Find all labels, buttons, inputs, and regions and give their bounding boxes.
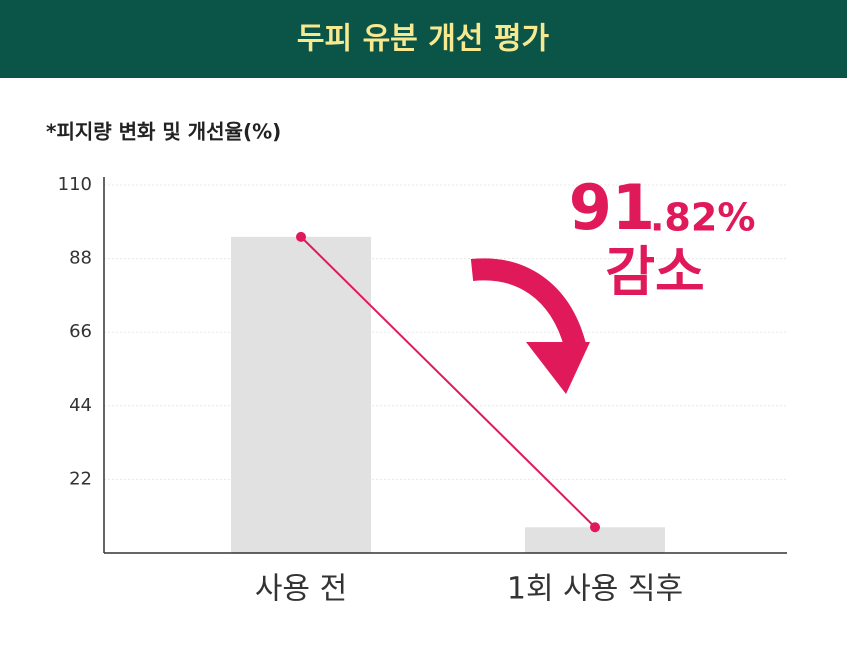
arrow-head <box>526 342 590 394</box>
trend-point <box>296 231 306 242</box>
x-tick-label: 사용 전 <box>255 572 347 607</box>
y-tick-label: 88 <box>69 248 92 269</box>
x-tick-label: 1회 사용 직후 <box>507 572 683 607</box>
trend-point <box>590 522 600 533</box>
y-tick-label: 44 <box>69 395 92 416</box>
arrow-body <box>470 258 586 349</box>
plot: 22 44 66 88 110 사용 전 1회 사용 직후 <box>58 174 787 607</box>
chart-subtitle: *피지량 변화 및 개선율(%) <box>46 120 281 144</box>
annotation-number: 91 <box>569 171 655 244</box>
y-tick-label: 22 <box>69 468 92 489</box>
trend-line <box>300 236 596 528</box>
header-title: 두피 유분 개선 평가 <box>297 22 550 57</box>
header-bar <box>0 0 847 78</box>
annotation-decimal: .82% <box>650 196 755 240</box>
y-tick-label: 110 <box>58 174 92 195</box>
annotation-text: 감소 <box>605 241 704 304</box>
y-tick-label: 66 <box>69 321 92 342</box>
bar <box>231 236 371 553</box>
